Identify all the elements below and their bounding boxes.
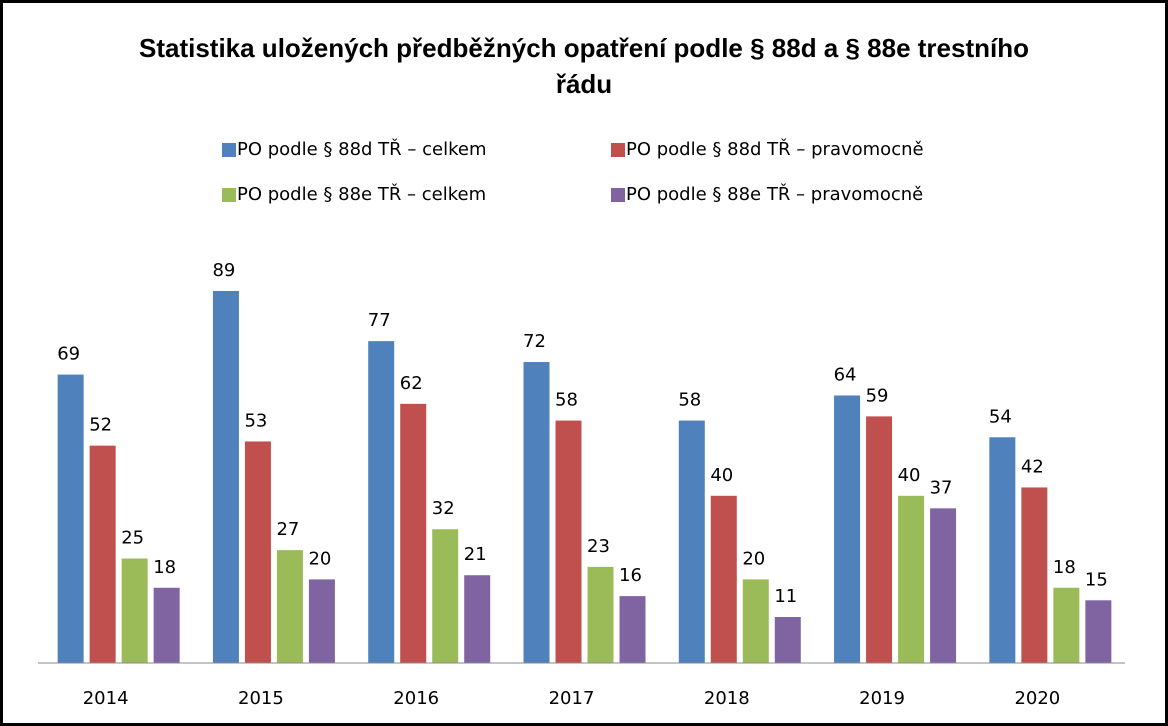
data-label: 18 [153,557,176,578]
data-label: 20 [308,548,331,569]
bar [989,437,1016,663]
legend-label: PO podle § 88d TŘ – pravomocně [626,138,924,160]
data-label: 15 [1085,569,1108,590]
data-label: 40 [710,465,733,486]
data-label: 53 [244,410,267,431]
data-label: 69 [57,344,80,365]
legend-label: PO podle § 88e TŘ – pravomocně [626,183,923,205]
bar [834,395,861,663]
bar [1021,487,1048,663]
legend-swatch [611,188,625,202]
bar [308,579,335,663]
data-label: 16 [619,565,642,586]
x-tick-label: 2019 [859,688,905,709]
data-label: 77 [368,310,391,331]
bar [57,374,84,663]
chart-title: Statistika uložených předběžných opatřen… [138,33,1030,99]
bar [1053,587,1080,663]
x-tick-label: 2018 [704,688,750,709]
data-label: 54 [989,406,1012,427]
bar [587,566,614,663]
data-label: 52 [89,415,112,436]
data-label: 21 [464,544,487,565]
x-tick-label: 2017 [549,688,595,709]
legend-swatch [222,143,236,157]
data-label: 58 [555,390,578,411]
legend-label: PO podle § 88e TŘ – celkem [237,183,486,205]
bar [555,420,582,663]
data-label: 37 [930,477,953,498]
x-tick-label: 2020 [1014,688,1060,709]
data-label: 72 [523,331,546,352]
data-label: 27 [276,519,299,540]
bar [866,416,893,663]
x-tick-label: 2014 [83,688,129,709]
bar [678,420,705,663]
x-tick-label: 2015 [238,688,284,709]
data-label: 58 [678,390,701,411]
data-label: 59 [866,385,889,406]
bar [742,579,769,663]
bar [774,617,801,663]
bar [464,575,491,663]
bar [432,529,459,663]
legend-swatch [222,188,236,202]
bar [400,403,427,663]
bar [930,508,957,663]
data-label: 20 [742,548,765,569]
bar [212,290,239,663]
bar [121,558,148,663]
data-label: 89 [212,260,235,281]
bar [523,362,550,663]
data-label: 23 [587,536,610,557]
data-label: 62 [400,373,423,394]
data-label: 42 [1021,456,1044,477]
data-label: 32 [432,498,455,519]
x-tick-label: 2016 [393,688,439,709]
bar [898,495,925,663]
legend-label: PO podle § 88d TŘ – celkem [237,138,487,160]
bar [368,341,395,663]
legend-swatch [611,143,625,157]
data-label: 25 [121,528,144,549]
data-label: 64 [834,364,857,385]
bar [89,445,116,663]
bar [619,596,646,663]
bar [1085,600,1112,663]
data-label: 40 [898,465,921,486]
bar [276,550,303,663]
bar [244,441,271,663]
data-label: 18 [1053,557,1076,578]
data-label: 11 [774,586,797,607]
bar [710,495,737,663]
bar [153,587,180,663]
